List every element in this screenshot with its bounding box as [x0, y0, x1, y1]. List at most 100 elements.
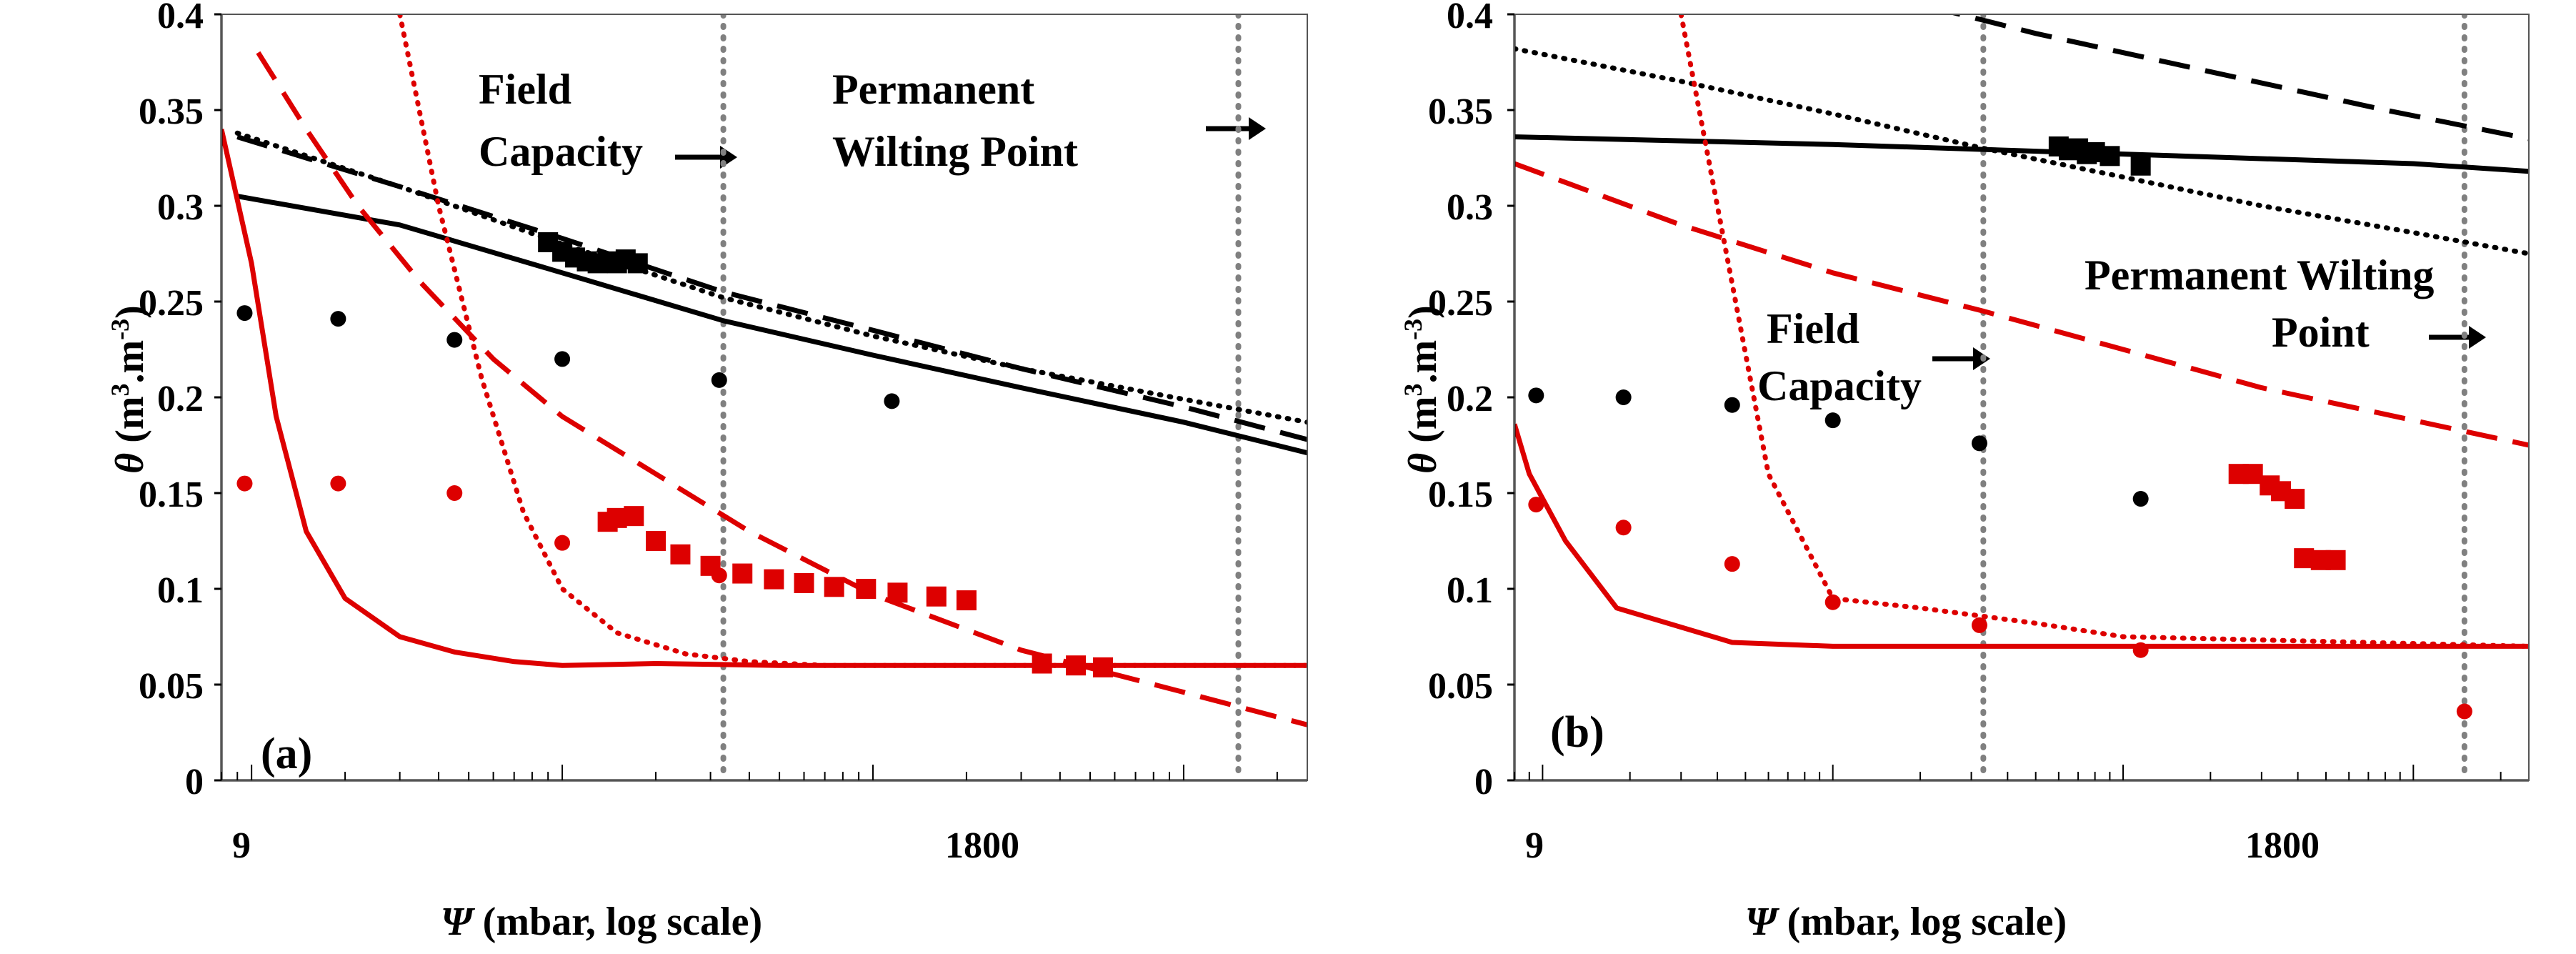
panel-a-red-square	[646, 531, 666, 551]
panel-b-black-dot	[1615, 389, 1632, 405]
panel-a-red-square	[794, 572, 814, 593]
panel-b-series-line	[1950, 14, 2529, 141]
panel-a-red-square	[624, 506, 644, 527]
panel-a-series-line	[236, 194, 1307, 456]
panel-a-y-tick-label: 0.35	[139, 91, 204, 132]
panel-a-y-tick-label: 0.15	[139, 474, 204, 515]
panel-a-red-square	[887, 582, 908, 603]
panel-a-red-square	[1066, 655, 1087, 676]
panel-b-field-capacity-label: Field	[1767, 305, 1859, 352]
panel-a-red-square	[764, 569, 784, 590]
panel-b-x-axis-label: Ψ (mbar, log scale)	[1745, 900, 2067, 944]
panel-b-y-tick-label: 0.35	[1428, 91, 1493, 132]
panel-b-label: (b)	[1550, 708, 1604, 757]
panel-a-y-tick-label: 0.4	[157, 0, 204, 36]
panel-a-x-axis-label: Ψ (mbar, log scale)	[441, 900, 762, 944]
panel-a-red-dot	[554, 535, 571, 551]
panel-a-label: (a)	[261, 730, 312, 778]
panel-b-series-line	[1514, 46, 2529, 257]
panel-b-red-dot	[1971, 617, 1987, 633]
panel-b-red-square	[2294, 548, 2315, 569]
panel-a-red-square	[606, 507, 627, 528]
panel-a-red-square	[700, 555, 721, 576]
panel-b-y-tick-label: 0.15	[1428, 474, 1493, 515]
panel-b-field-capacity-label: Capacity	[1757, 362, 1922, 409]
panel-a-red-square	[1093, 657, 1114, 677]
panel-b-black-dot	[2132, 491, 2149, 507]
panel-b-red-dot	[1824, 594, 1841, 610]
panel-a-red-square	[732, 563, 753, 584]
panel-b-plot-area	[1514, 14, 2529, 780]
panel-b-y-tick-label: 0.2	[1447, 379, 1493, 419]
panel-b-y-tick-label: 0.4	[1447, 0, 1493, 36]
panel-a-red-square	[926, 586, 947, 607]
panel-b-wilting-point-label: Point	[2272, 309, 2370, 356]
panel-b-series-line	[1514, 423, 2529, 649]
panel-b-x-tick-label: 9	[1525, 825, 1544, 866]
panel-b-y-axis-label: θ (m3.m-3)	[1399, 305, 1445, 474]
panel-a-black-dot	[446, 332, 463, 348]
panel-a-black-dot	[711, 372, 727, 388]
panel-a-y-tick-label: 0.2	[157, 379, 204, 419]
panel-b-black-square	[2100, 146, 2120, 167]
panel-a-series-line	[397, 14, 1307, 668]
panel-b-red-square	[2242, 464, 2263, 485]
panel-a-red-square	[856, 579, 877, 599]
panel-b-x-tick-label: 1800	[2245, 825, 2320, 866]
panel-a-black-dot	[884, 393, 900, 409]
panel-a-red-square	[824, 577, 844, 597]
panel-a-red-square	[956, 590, 977, 611]
panel-b-black-square	[2130, 155, 2151, 176]
panel-b-black-dot	[1724, 397, 1740, 413]
panel-a-black-square	[627, 253, 648, 274]
panel-a-series-line	[221, 129, 1307, 668]
panel-b-y-tick-label: 0	[1474, 762, 1493, 803]
panel-a-field-capacity-label: Capacity	[479, 128, 643, 175]
panel-a-red-dot	[236, 475, 253, 492]
panel-b-red-dot	[2132, 642, 2149, 658]
panel-b-red-square	[2325, 550, 2346, 570]
panel-a-series-line	[234, 130, 1307, 425]
panel-b-y-tick-label: 0.1	[1447, 570, 1493, 611]
panel-b-red-dot	[1615, 520, 1632, 536]
panel-b-red-square	[2285, 489, 2305, 510]
panel-a: Ψ (mbar, log scale) θ (m3.m-3) 0 0.05 0.…	[106, 0, 1266, 944]
panel-a-series-line	[256, 51, 1307, 727]
panel-b-black-dot	[1824, 412, 1841, 429]
panel-b-y-tick-label: 0.05	[1428, 666, 1493, 707]
panel-b-series-line	[1514, 134, 2529, 174]
panel-a-black-dot	[236, 305, 253, 322]
panel-b-wilting-point-label: Permanent Wilting	[2085, 252, 2434, 299]
panel-a-wilting-point-label: Permanent	[832, 66, 1034, 113]
panel-b-y-tick-label: 0.25	[1428, 283, 1493, 324]
panel-a-y-tick-label: 0.3	[157, 187, 204, 228]
panel-a-wilting-point-label: Wilting Point	[832, 128, 1078, 175]
panel-a-y-tick-label: 0.1	[157, 570, 204, 611]
panel-a-field-capacity-label: Field	[479, 66, 571, 113]
panel-b-red-dot	[1528, 497, 1544, 513]
panel-a-y-tick-label: 0	[185, 762, 204, 803]
panel-a-x-tick-label: 9	[232, 825, 251, 866]
panel-b-y-tick-label: 0.3	[1447, 187, 1493, 228]
panel-a-y-tick-label: 0.05	[139, 666, 204, 707]
panel-b-red-dot	[2456, 703, 2472, 720]
panel-b-series-line	[1514, 161, 2529, 448]
panel-b: Ψ (mbar, log scale) θ (m3.m-3) 0 0.05 0.…	[1399, 0, 2486, 944]
panel-a-y-axis-label: θ (m3.m-3)	[106, 305, 152, 474]
panel-a-plot-area	[221, 14, 1307, 780]
panel-a-x-tick-label: 1800	[945, 825, 1019, 866]
panel-a-black-dot	[330, 311, 346, 327]
panel-a-red-dot	[446, 485, 463, 501]
panel-a-y-tick-label: 0.25	[139, 283, 204, 324]
panel-a-red-dot	[330, 475, 346, 492]
panel-a-red-square	[670, 544, 691, 565]
arrow-icon	[1206, 117, 1266, 140]
panel-b-black-dot	[1971, 435, 1987, 452]
panel-a-black-dot	[554, 351, 571, 367]
panel-a-red-square	[1032, 653, 1052, 674]
panel-b-series-line	[1678, 14, 2529, 649]
panel-b-red-dot	[1724, 556, 1740, 572]
panel-b-black-dot	[1528, 387, 1544, 404]
